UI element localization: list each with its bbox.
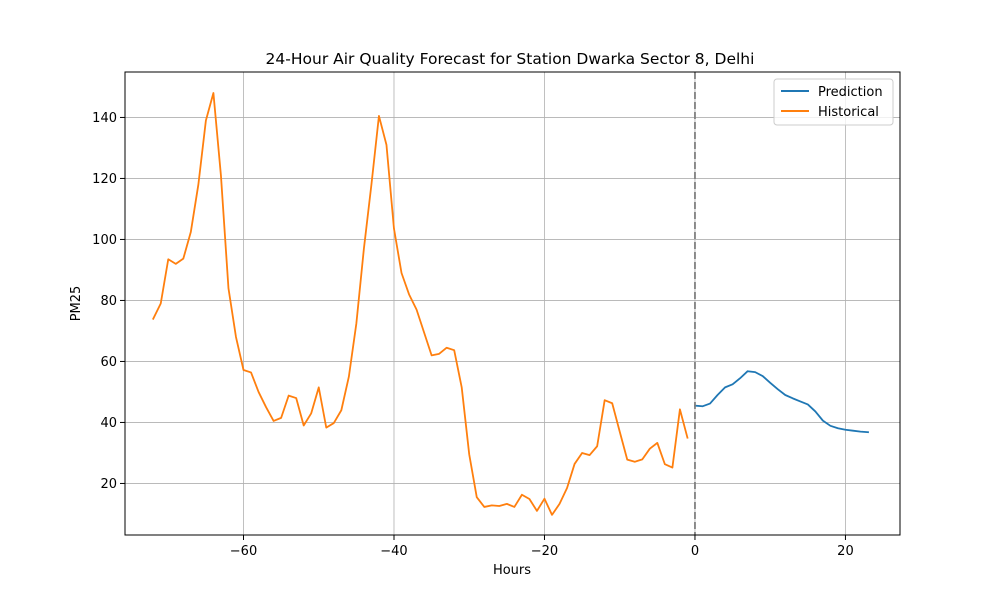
y-tick-label: 40 <box>100 416 117 431</box>
x-axis: −60 −40 −20 0 20 <box>230 535 854 559</box>
y-tick-label: 140 <box>92 111 117 126</box>
y-axis: 20 40 60 80 100 120 140 <box>92 111 125 492</box>
x-tick-label: −40 <box>380 544 407 559</box>
legend: Prediction Historical <box>773 78 894 126</box>
plot-frame <box>124 71 901 536</box>
y-tick-label: 60 <box>100 355 117 370</box>
chart-title: 24-Hour Air Quality Forecast for Station… <box>266 50 755 68</box>
series-line-historical <box>152 92 689 516</box>
series-line-prediction <box>693 370 869 434</box>
y-tick-label: 120 <box>92 172 117 187</box>
plot-background <box>125 72 900 535</box>
x-axis-label: Hours <box>493 563 531 578</box>
legend-label-historical: Historical <box>818 105 879 120</box>
x-tick-label: −60 <box>230 544 257 559</box>
legend-label-prediction: Prediction <box>818 85 883 100</box>
plot-area <box>124 71 901 536</box>
x-tick-label: −20 <box>531 544 558 559</box>
y-axis-label: PM25 <box>69 286 84 322</box>
series-layer <box>152 92 869 516</box>
y-tick-label: 80 <box>100 294 117 309</box>
x-tick-label: 20 <box>837 544 854 559</box>
y-tick-label: 20 <box>100 477 117 492</box>
y-tick-label: 100 <box>92 233 117 248</box>
grid <box>125 72 900 535</box>
x-tick-label: 0 <box>691 544 699 559</box>
